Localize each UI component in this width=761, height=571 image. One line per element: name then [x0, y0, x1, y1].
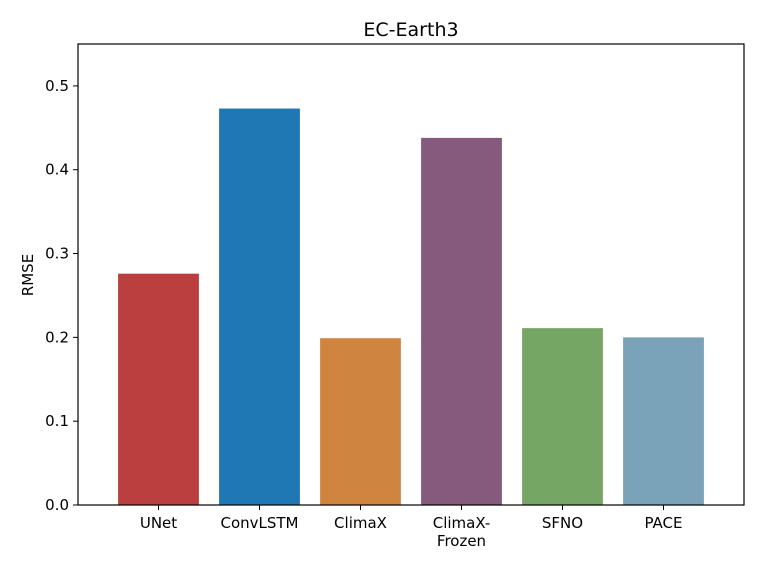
axes-frame [77, 43, 745, 506]
x-tick-label: ConvLSTM [220, 514, 298, 532]
y-tick-label: 0.3 [45, 245, 69, 263]
x-tick-label: ClimaX [334, 514, 387, 532]
chart-title: EC-Earth3 [363, 19, 458, 41]
x-tick-label: ClimaX-Frozen [433, 514, 491, 550]
x-tick-labels: UNet ConvLSTM ClimaX ClimaX-Frozen SFNO PACE [140, 514, 683, 550]
y-tick-label: 0.5 [45, 77, 69, 95]
bar-convlstm [219, 108, 300, 505]
y-axis-title: RMSE [19, 254, 37, 296]
plot-area: UNet ConvLSTM ClimaX ClimaX-Frozen SFNO PACE 0… [45, 43, 745, 550]
bar-climax [320, 338, 401, 505]
y-tick-label: 0.2 [45, 328, 69, 346]
x-tick-label: PACE [644, 514, 682, 532]
y-tick-labels: 0.0 0.1 0.2 0.3 0.4 0.5 [45, 77, 69, 514]
x-tick-label: UNet [140, 514, 177, 532]
bar-climax-frozen [421, 137, 502, 505]
y-tick-label: 0.0 [45, 496, 69, 514]
y-tick-label: 0.1 [45, 412, 69, 430]
bar-unet [118, 273, 199, 505]
y-tick-label: 0.4 [45, 161, 69, 179]
bar-pace [623, 337, 704, 505]
bars-group [118, 108, 704, 505]
bar-sfno [522, 328, 603, 505]
x-tick-label: SFNO [542, 514, 583, 532]
